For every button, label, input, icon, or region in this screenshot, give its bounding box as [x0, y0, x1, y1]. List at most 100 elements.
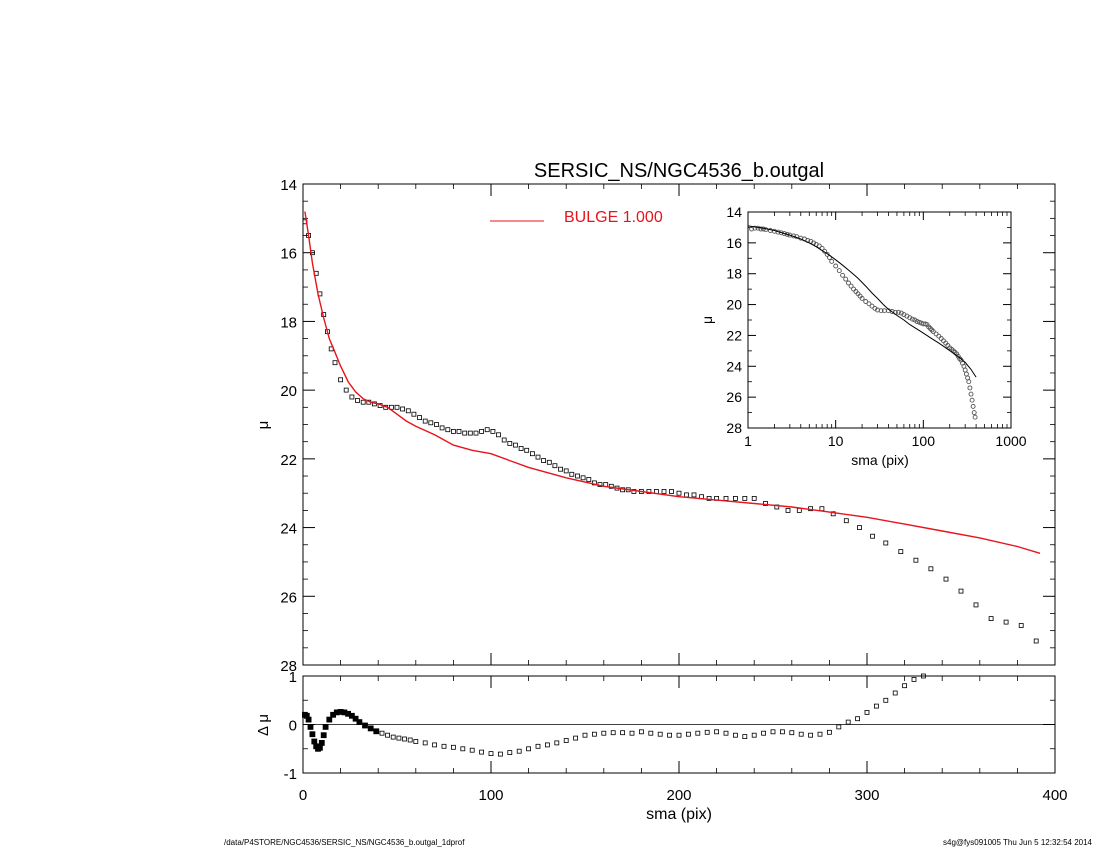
profile-data-point [751, 495, 757, 501]
profile-data-point [507, 440, 513, 446]
residual-data-point [827, 729, 832, 735]
profile-data-point [763, 501, 768, 506]
residual-data-point [422, 740, 428, 746]
residual-data-point [432, 742, 438, 748]
residual-data-point [610, 730, 616, 736]
profile-data-point [676, 490, 682, 496]
profile-data-point [484, 427, 490, 433]
profile-data-point [631, 489, 637, 494]
residual-data-point [770, 729, 776, 735]
residual-data-point [348, 712, 355, 719]
inset-y-tick-label: 16 [726, 235, 742, 251]
profile-data-point [411, 411, 417, 417]
profile-data-point [586, 477, 592, 482]
residual-data-point [714, 729, 719, 735]
inset-data-point [829, 258, 835, 264]
profile-data-point [428, 420, 434, 426]
inset-panel: 14 16 18 20 22 24 26 281 10 100 1000 sma (pix) μ [699, 202, 1027, 468]
inset-x-tick-label: 100 [912, 433, 936, 449]
inset-y-tick-label: 26 [726, 389, 742, 405]
residual-data-point [911, 677, 917, 682]
profile-data-point [569, 471, 575, 477]
residual-data-point [460, 746, 466, 752]
profile-data-point [349, 394, 355, 400]
residual-data-point [390, 734, 396, 740]
main-y-axis-label: μ [255, 421, 272, 430]
residual-data-point [639, 729, 644, 735]
main-y-tick-label: 18 [280, 314, 297, 331]
residual-data-point [780, 729, 785, 735]
residual-data-point [704, 729, 710, 735]
residual-data-point [352, 715, 359, 722]
residual-y-tick-label: 0 [289, 718, 297, 735]
residual-data-point [657, 731, 663, 737]
profile-data-point [400, 406, 406, 412]
profile-data-point [706, 495, 712, 501]
profile-data-point [467, 430, 473, 436]
profile-data-point [1018, 623, 1024, 628]
inset-data-point [846, 280, 851, 286]
profile-data-point [535, 454, 541, 460]
inset-data-point [967, 385, 973, 391]
main-y-tick-label: 14 [280, 177, 297, 194]
x-axis-label: sma (pix) [646, 806, 712, 823]
residual-data-point [356, 719, 363, 725]
profile-data-point [898, 549, 904, 554]
residual-data-point [402, 736, 407, 742]
residual-y-tick-label: 1 [289, 669, 297, 686]
inset-data-point [843, 276, 849, 282]
profile-data-point [439, 425, 445, 431]
profile-data-point [857, 525, 862, 530]
residual-data-point [407, 737, 413, 743]
profile-data-point [575, 473, 580, 479]
inset-data-point [752, 225, 758, 231]
profile-data-point [541, 458, 546, 464]
residual-data-point [789, 730, 795, 736]
main-panel: 14 16 18 20 22 24 26 28 μ BULGE 1.000 [255, 177, 1056, 675]
residual-data-point [582, 732, 588, 738]
residual-data-point [620, 730, 625, 736]
main-y-tick-label: 20 [280, 383, 297, 400]
residual-data-point [507, 750, 513, 755]
bulge-model-line [304, 211, 1041, 554]
residual-data-point [845, 719, 851, 725]
residual-data-point [479, 749, 485, 755]
residual-data-point [396, 735, 402, 741]
profile-data-point [524, 447, 530, 453]
residual-x-tick-label: 200 [666, 787, 691, 804]
residual-data-point [629, 730, 635, 736]
profile-data-point [870, 533, 875, 539]
profile-data-point [530, 451, 535, 457]
profile-data-point [733, 495, 738, 501]
main-y-tick-label: 26 [280, 589, 297, 606]
profile-data-point [445, 427, 451, 433]
inset-data-point [749, 226, 755, 232]
residual-data-point [307, 724, 314, 730]
residual-data-point [488, 751, 494, 756]
inset-x-tick-label: 1000 [995, 433, 1026, 449]
profile-data-point [669, 489, 674, 494]
profile-data-point [479, 428, 485, 434]
footer-timestamp: s4g@fys091005 Thu Jun 5 12:32:54 2014 [943, 838, 1092, 847]
residual-x-tick-label: 400 [1042, 787, 1067, 804]
inset-data-point [909, 316, 915, 322]
residual-data-point [516, 748, 522, 754]
residual-data-point [535, 743, 541, 749]
profile-data-point [343, 387, 349, 393]
main-y-tick-label: 22 [280, 452, 297, 469]
residual-data-point [526, 746, 531, 752]
residual-data-point [902, 683, 907, 689]
profile-data-point [843, 518, 849, 524]
profile-data-point [552, 463, 558, 469]
chart-title: SERSIC_NS/NGC4536_b.outgal [534, 160, 824, 182]
profile-data-point [450, 428, 456, 434]
inset-y-tick-label: 20 [726, 297, 742, 313]
residual-data-point [311, 738, 318, 745]
profile-data-point [928, 566, 934, 572]
inset-data-point [863, 299, 869, 304]
inset-data-point [971, 410, 977, 416]
profile-data-point [422, 418, 428, 424]
profile-data-point [723, 495, 729, 501]
profile-data-point [563, 468, 569, 474]
residual-data-point [695, 730, 701, 736]
